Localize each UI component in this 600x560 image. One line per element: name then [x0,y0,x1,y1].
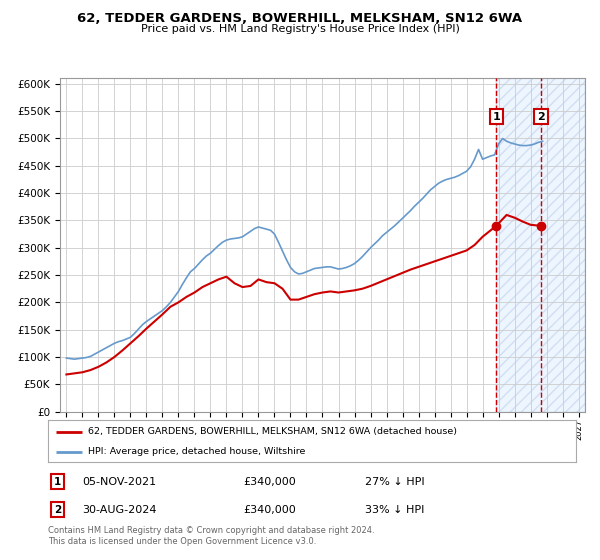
Bar [496,78,585,412]
Text: 2: 2 [537,111,545,122]
Text: 62, TEDDER GARDENS, BOWERHILL, MELKSHAM, SN12 6WA: 62, TEDDER GARDENS, BOWERHILL, MELKSHAM,… [77,12,523,25]
Text: 05-NOV-2021: 05-NOV-2021 [82,477,157,487]
Text: 1: 1 [54,477,61,487]
Text: 62, TEDDER GARDENS, BOWERHILL, MELKSHAM, SN12 6WA (detached house): 62, TEDDER GARDENS, BOWERHILL, MELKSHAM,… [88,427,457,436]
Text: £340,000: £340,000 [244,477,296,487]
Text: 2: 2 [54,505,61,515]
Text: Price paid vs. HM Land Registry's House Price Index (HPI): Price paid vs. HM Land Registry's House … [140,24,460,34]
Text: 33% ↓ HPI: 33% ↓ HPI [365,505,424,515]
Text: Contains HM Land Registry data © Crown copyright and database right 2024.
This d: Contains HM Land Registry data © Crown c… [48,526,374,546]
Text: 30-AUG-2024: 30-AUG-2024 [82,505,157,515]
Text: 1: 1 [492,111,500,122]
Text: HPI: Average price, detached house, Wiltshire: HPI: Average price, detached house, Wilt… [88,447,305,456]
Text: £340,000: £340,000 [244,505,296,515]
Bar [496,78,585,412]
Text: 27% ↓ HPI: 27% ↓ HPI [365,477,424,487]
